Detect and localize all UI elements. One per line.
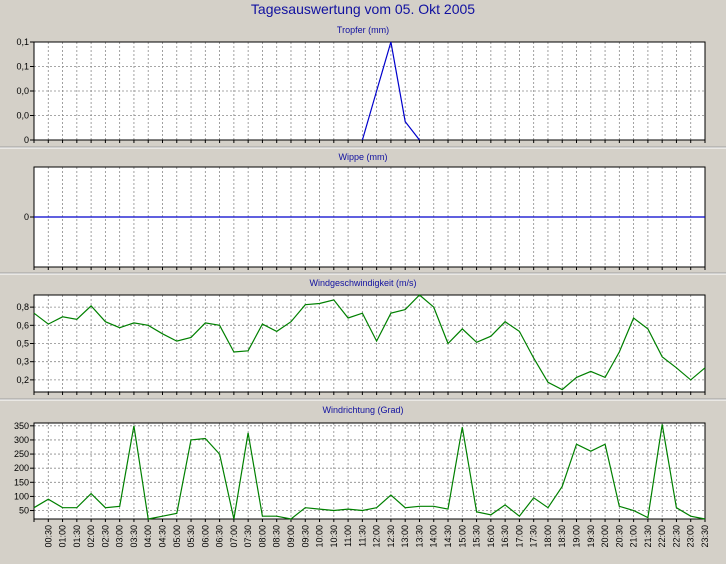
plot-area bbox=[34, 295, 705, 392]
panel-title: Windrichtung (Grad) bbox=[322, 405, 403, 415]
y-tick-label: 200 bbox=[14, 463, 29, 473]
y-tick-label: 250 bbox=[14, 449, 29, 459]
x-tick-label: 07:30 bbox=[243, 525, 253, 548]
x-tick-label: 05:30 bbox=[186, 525, 196, 548]
plot-area bbox=[34, 423, 705, 519]
x-tick-label: 18:30 bbox=[557, 525, 567, 548]
x-tick-label: 13:00 bbox=[400, 525, 410, 548]
x-tick-label: 22:00 bbox=[657, 525, 667, 548]
x-tick-label: 19:00 bbox=[572, 525, 582, 548]
x-tick-label: 12:30 bbox=[386, 525, 396, 548]
x-tick-label: 14:30 bbox=[443, 525, 453, 548]
y-tick-label: 0 bbox=[24, 212, 29, 222]
y-tick-label: 0,2 bbox=[16, 375, 29, 385]
y-tick-label: 0,1 bbox=[16, 62, 29, 72]
x-tick-label: 07:00 bbox=[229, 525, 239, 548]
y-tick-label: 0,8 bbox=[16, 302, 29, 312]
y-tick-label: 0,6 bbox=[16, 320, 29, 330]
series-line bbox=[33, 424, 706, 520]
y-tick-label: 0,0 bbox=[16, 86, 29, 96]
x-tick-label: 05:00 bbox=[172, 525, 182, 548]
chart-main-title: Tagesauswertung vom 05. Okt 2005 bbox=[250, 1, 476, 17]
y-tick-label: 0 bbox=[24, 135, 29, 145]
x-tick-label: 04:30 bbox=[157, 525, 167, 548]
x-tick-label: 08:00 bbox=[257, 525, 267, 548]
chart-panel-4: Windrichtung (Grad) 50 100 150 200 250 300 350 0… bbox=[14, 405, 710, 548]
x-tick-label: 10:30 bbox=[329, 525, 339, 548]
x-tick-label: 09:00 bbox=[286, 525, 296, 548]
y-tick-label: 0,5 bbox=[16, 339, 29, 349]
x-tick-label: 01:30 bbox=[72, 525, 82, 548]
x-tick-label: 19:30 bbox=[586, 525, 596, 548]
x-tick-label: 15:30 bbox=[472, 525, 482, 548]
series-line bbox=[33, 294, 706, 391]
chart-panel-3: Windgeschwindigkeit (m/s) 0,2 0,3 0,5 0,6 0,8 bbox=[16, 278, 706, 395]
x-tick-label: 22:30 bbox=[671, 525, 681, 548]
panel-title: Wippe (mm) bbox=[339, 152, 388, 162]
y-tick-label: 0,3 bbox=[16, 357, 29, 367]
x-tick-label: 01:00 bbox=[58, 525, 68, 548]
chart-panel-1: Tropfer (mm) 0 0,0 0,0 0,1 0,1 bbox=[16, 25, 706, 145]
x-tick-label: 17:00 bbox=[514, 525, 524, 548]
x-tick-label: 03:00 bbox=[115, 525, 125, 548]
panel-title: Windgeschwindigkeit (m/s) bbox=[309, 278, 416, 288]
x-tick-label: 17:30 bbox=[529, 525, 539, 548]
x-tick-label: 11:30 bbox=[357, 525, 367, 547]
plot-frame bbox=[33, 41, 706, 141]
x-tick-label: 18:00 bbox=[543, 525, 553, 548]
x-tick-label: 12:00 bbox=[372, 525, 382, 548]
y-tick-label: 150 bbox=[14, 477, 29, 487]
plot-frame bbox=[33, 422, 706, 520]
x-tick-label: 16:30 bbox=[500, 525, 510, 548]
y-tick-label: 0,0 bbox=[16, 111, 29, 121]
y-tick-label: 0,1 bbox=[16, 37, 29, 47]
x-tick-label: 09:30 bbox=[300, 525, 310, 548]
x-tick-label: 02:00 bbox=[86, 525, 96, 548]
x-tick-label: 21:00 bbox=[629, 525, 639, 548]
x-tick-label: 03:30 bbox=[129, 525, 139, 548]
x-tick-label: 23:30 bbox=[700, 525, 710, 548]
x-tick-label: 00:30 bbox=[43, 525, 53, 548]
y-tick-label: 300 bbox=[14, 435, 29, 445]
x-tick-label: 21:30 bbox=[643, 525, 653, 548]
x-tick-label: 20:00 bbox=[600, 525, 610, 548]
y-tick-label: 350 bbox=[14, 421, 29, 431]
y-tick-label: 50 bbox=[19, 506, 29, 516]
plot-area bbox=[34, 42, 705, 140]
x-tick-label: 06:00 bbox=[200, 525, 210, 548]
x-tick-label: 06:30 bbox=[215, 525, 225, 548]
x-tick-label: 02:30 bbox=[100, 525, 110, 548]
x-tick-label: 13:30 bbox=[414, 525, 424, 548]
x-tick-label: 04:00 bbox=[143, 525, 153, 548]
chart-panel-2: Wippe (mm) 0 bbox=[24, 152, 706, 270]
y-tick-label: 100 bbox=[14, 491, 29, 501]
x-tick-label: 20:30 bbox=[614, 525, 624, 548]
x-tick-label: 11:00 bbox=[343, 525, 353, 547]
x-tick-label: 14:00 bbox=[429, 525, 439, 548]
x-tick-label: 23:00 bbox=[686, 525, 696, 548]
panel-title: Tropfer (mm) bbox=[337, 25, 389, 35]
x-tick-label: 15:00 bbox=[457, 525, 467, 548]
x-tick-label: 10:00 bbox=[315, 525, 325, 548]
x-tick-label: 16:00 bbox=[486, 525, 496, 548]
plot-frame bbox=[33, 294, 706, 393]
x-tick-label: 08:30 bbox=[272, 525, 282, 548]
series-line bbox=[361, 41, 420, 141]
